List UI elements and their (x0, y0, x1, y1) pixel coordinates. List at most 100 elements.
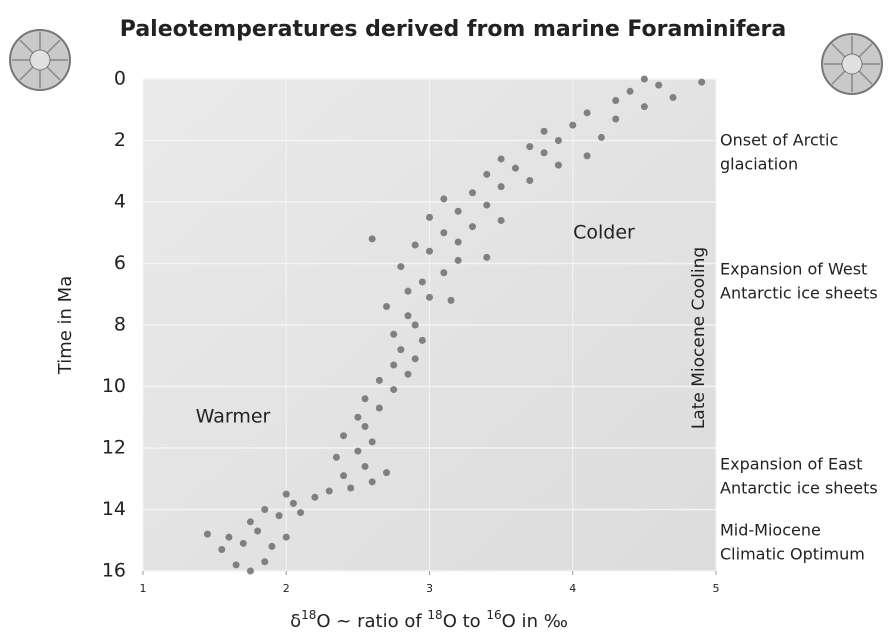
data-point (468, 223, 476, 231)
data-point (554, 161, 562, 169)
data-point (612, 115, 620, 123)
y-axis-label: Time in Ma (55, 276, 76, 375)
data-point (655, 81, 663, 89)
data-point (569, 121, 577, 129)
data-point (468, 189, 476, 197)
x-tick-label: 5 (713, 582, 720, 595)
y-tick-label: 14 (102, 498, 126, 520)
data-point (246, 567, 254, 575)
data-point (483, 201, 491, 209)
data-point (390, 330, 398, 338)
data-point (390, 386, 398, 394)
data-point (640, 75, 648, 83)
data-point (526, 176, 534, 184)
data-point (397, 346, 405, 354)
x-axis-label-part: 18 (301, 608, 316, 622)
data-point (354, 413, 362, 421)
data-point (411, 241, 419, 249)
data-point (454, 256, 462, 264)
y-tick-label: 6 (114, 252, 126, 274)
y-tick-label: 12 (102, 437, 126, 459)
y-tick-label: 4 (114, 191, 126, 213)
data-point (526, 143, 534, 151)
event-label: Expansion of West (720, 260, 867, 279)
data-point (383, 469, 391, 477)
data-point (418, 336, 426, 344)
x-axis-label-part: O in ‰ (502, 611, 568, 632)
x-tick-label: 4 (569, 582, 576, 595)
data-point (340, 472, 348, 480)
y-tick-label: 16 (102, 560, 126, 582)
x-tick-label: 2 (283, 582, 290, 595)
data-point (340, 432, 348, 440)
data-point (426, 213, 433, 221)
data-point (254, 527, 262, 535)
annotation: Colder (573, 222, 635, 244)
data-point (261, 506, 269, 513)
data-point (383, 303, 391, 311)
data-point (440, 195, 448, 203)
data-point (626, 87, 634, 95)
foram-icon (9, 29, 71, 91)
data-point (361, 422, 369, 430)
data-point (454, 238, 462, 246)
data-point (540, 149, 548, 157)
data-point (583, 152, 591, 160)
y-tick-label: 0 (114, 68, 126, 90)
event-label: glaciation (720, 155, 798, 174)
data-point (239, 539, 247, 547)
annotation: Warmer (196, 406, 271, 428)
event-label: Antarctic ice sheets (720, 284, 878, 303)
data-point (483, 253, 491, 261)
x-axis-label-part: δ (290, 611, 301, 632)
data-point (347, 484, 355, 492)
y-tick-label: 8 (114, 314, 126, 336)
event-label: Climatic Optimum (720, 545, 865, 564)
data-point (411, 321, 419, 329)
data-point (375, 376, 383, 384)
data-point (497, 216, 505, 224)
x-tick-label: 3 (426, 582, 433, 595)
data-point (368, 235, 376, 243)
data-point (418, 278, 426, 286)
data-point (612, 97, 620, 105)
data-point (497, 155, 505, 163)
data-point (404, 287, 412, 295)
annotation: Late Miocene Cooling (689, 247, 709, 429)
data-point (497, 183, 505, 191)
event-label: Mid-Miocene (720, 521, 821, 540)
data-point (554, 137, 562, 144)
data-point (332, 453, 340, 461)
data-point (225, 533, 233, 541)
data-point (282, 533, 290, 541)
data-point (540, 127, 548, 135)
data-point (268, 542, 276, 550)
data-point (361, 462, 369, 470)
data-point (218, 545, 226, 553)
data-point (282, 490, 290, 498)
x-tick-label: 1 (140, 582, 147, 595)
data-point (640, 103, 648, 111)
data-point (261, 558, 269, 566)
foram-icon (821, 33, 883, 95)
data-point (511, 164, 519, 172)
data-point (698, 78, 706, 86)
data-point (325, 487, 333, 495)
data-point (232, 561, 240, 569)
data-point (375, 404, 383, 412)
x-axis-label-part: O ~ ratio of (316, 611, 427, 632)
data-point (368, 438, 376, 446)
data-point (454, 207, 462, 215)
x-axis-label-part: O to (443, 611, 487, 632)
data-point (411, 355, 419, 363)
data-point (404, 370, 412, 378)
data-point (583, 109, 591, 117)
data-point (447, 296, 455, 304)
data-point (275, 512, 283, 520)
data-point (368, 478, 376, 486)
x-axis-label-part: 18 (427, 608, 442, 622)
data-point (311, 493, 319, 501)
chart-title: Paleotemperatures derived from marine Fo… (120, 17, 786, 42)
y-tick-label: 2 (114, 129, 126, 151)
data-point (203, 530, 211, 538)
